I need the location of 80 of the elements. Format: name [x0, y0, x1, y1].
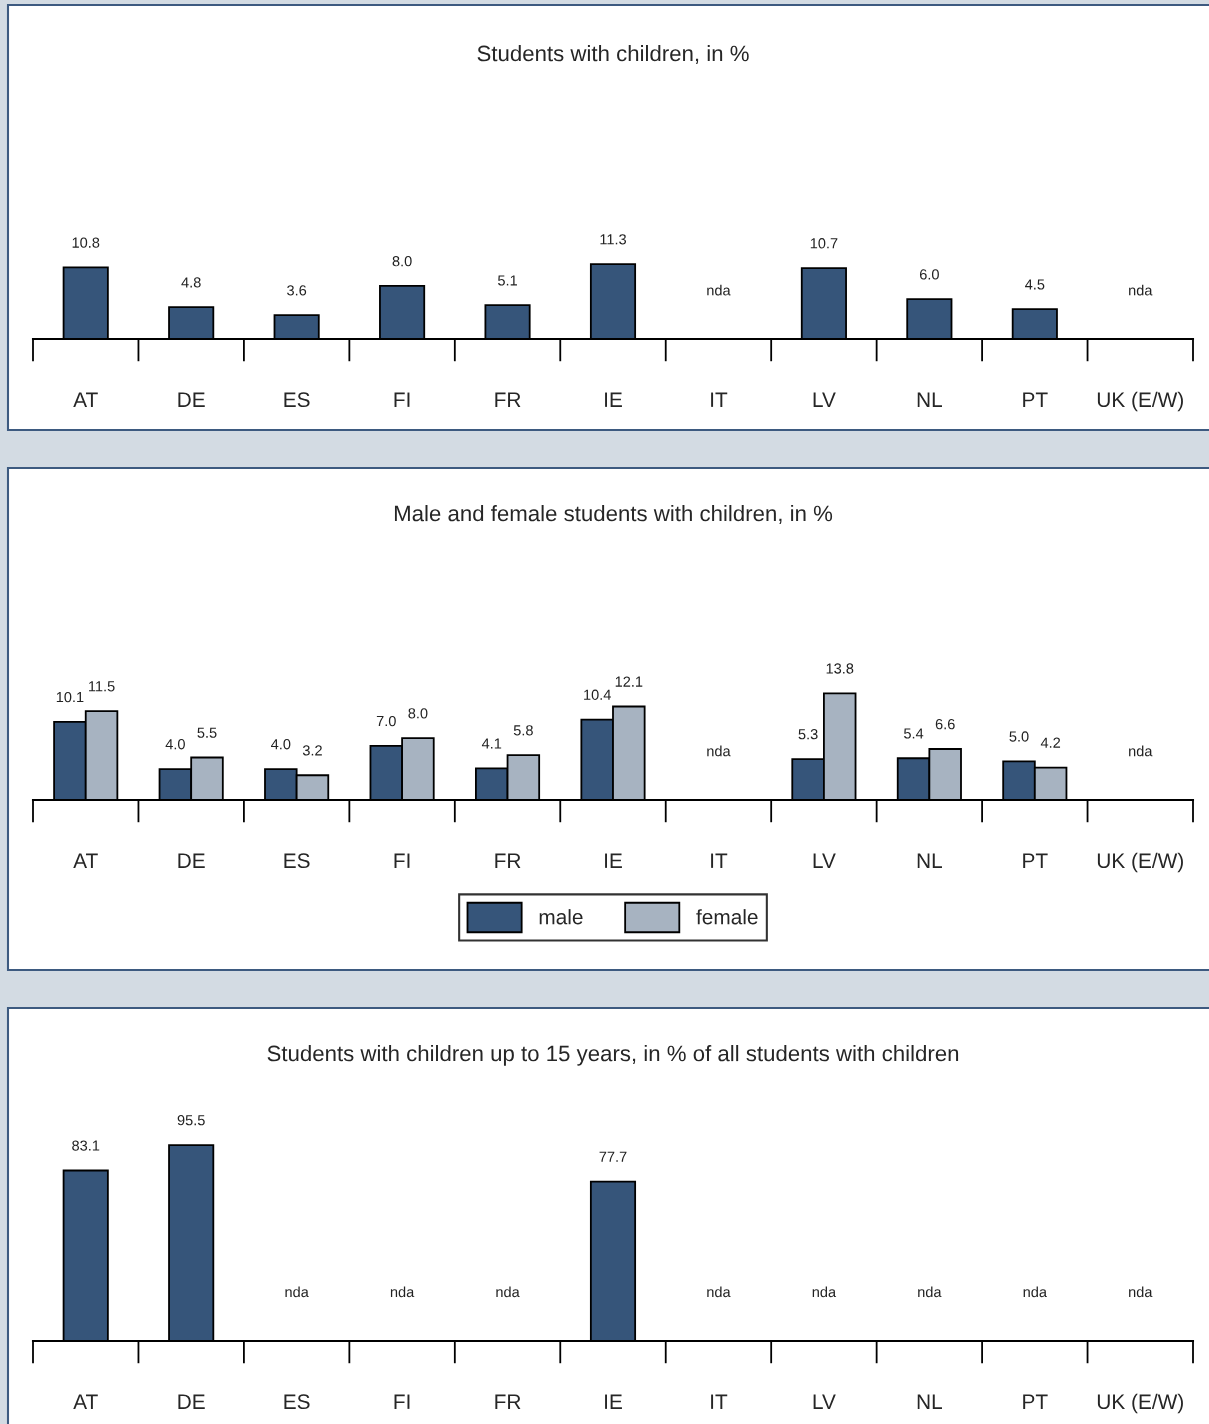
data-label: 10.7: [810, 238, 838, 249]
x-tick-label: PT: [1023, 853, 1048, 868]
data-label: 13.8: [826, 663, 854, 674]
text: nda: [1129, 745, 1153, 757]
text: nda: [1129, 284, 1153, 296]
x-tick-label: NL: [917, 1394, 942, 1409]
x-tick-label: IT: [711, 1394, 728, 1409]
chart-title: Students with children, in %: [477, 45, 749, 64]
x-tick-label: ES: [284, 392, 310, 408]
x-tick-label: DE: [178, 1394, 205, 1409]
x-tick-label: LV: [813, 392, 836, 407]
data-label: 5.1: [497, 275, 517, 286]
data-label: 12.1: [615, 676, 643, 687]
text: nda: [812, 1286, 837, 1298]
text: nda: [707, 745, 731, 757]
data-label: 3.6: [287, 285, 307, 296]
data-label: 11.3: [600, 234, 627, 245]
data-label: 5.5: [197, 727, 217, 738]
x-tick-label: ES: [284, 1394, 310, 1410]
data-label: 5.4: [903, 728, 924, 739]
data-label: 83.1: [72, 1140, 100, 1151]
data-label: 8.0: [408, 708, 428, 719]
data-label: 7.0: [376, 715, 396, 727]
x-tick-label: FR: [495, 392, 521, 407]
data-label: 5.0: [1009, 731, 1029, 742]
data-label: 4.8: [181, 277, 201, 288]
x-tick-label: LV: [813, 853, 836, 868]
data-label: 6.6: [935, 718, 955, 730]
x-tick-label: AT: [73, 392, 98, 407]
data-label: 5.8: [513, 725, 533, 736]
data-label: 10.4: [584, 689, 611, 700]
data-label: 10.1: [56, 691, 84, 703]
x-tick-label: UK (E/W): [1097, 1393, 1183, 1414]
data-label: 6.0: [919, 269, 939, 280]
text: nda: [496, 1286, 520, 1298]
x-tick-label: IE: [605, 1394, 622, 1409]
x-tick-label: AT: [73, 853, 98, 868]
x-tick-label: PT: [1023, 392, 1048, 407]
text: nda: [707, 1286, 731, 1298]
text: nda: [390, 1286, 415, 1298]
chart-title: Male and female students with children, in %: [394, 505, 833, 524]
x-tick-label: IE: [605, 392, 622, 407]
x-tick-label: FI: [394, 392, 410, 407]
data-label: 8.0: [392, 256, 412, 267]
text: nda: [285, 1286, 309, 1298]
text: nda: [1129, 1286, 1153, 1298]
x-tick-label: FI: [394, 853, 410, 868]
x-tick-label: LV: [813, 1394, 836, 1409]
data-label: 11.5: [89, 681, 115, 692]
x-tick-label: DE: [178, 392, 205, 407]
x-tick-label: PT: [1023, 1394, 1048, 1409]
data-label: 4.5: [1025, 279, 1045, 290]
x-tick-label: NL: [917, 853, 942, 868]
legend-label: female: [696, 909, 758, 925]
text: nda: [1023, 1286, 1047, 1298]
data-label: 4.0: [271, 739, 291, 750]
x-tick-label: IT: [711, 392, 728, 407]
x-tick-label: NL: [917, 392, 942, 407]
x-tick-label: FR: [495, 853, 521, 868]
data-label: 10.8: [72, 237, 100, 248]
data-label: 4.2: [1040, 737, 1061, 748]
x-tick-label: IT: [711, 853, 728, 868]
text: nda: [707, 284, 731, 296]
x-tick-label: ES: [284, 853, 310, 869]
x-tick-label: IE: [605, 853, 622, 868]
x-tick-label: DE: [178, 853, 205, 868]
legend-label: male: [539, 909, 583, 925]
chart-title: Students with children up to 15 years, in % of all students with children: [267, 1045, 959, 1066]
data-label: 4.1: [481, 738, 502, 749]
data-label: 95.5: [177, 1114, 205, 1126]
x-tick-label: FR: [495, 1394, 521, 1409]
x-tick-label: UK (E/W): [1097, 852, 1183, 873]
x-tick-label: UK (E/W): [1097, 391, 1183, 412]
x-tick-label: FI: [394, 1394, 410, 1409]
data-label: 4.0: [165, 739, 185, 750]
text: nda: [918, 1286, 942, 1298]
x-tick-label: AT: [73, 1394, 98, 1409]
data-label: 3.2: [302, 745, 322, 756]
data-label: 77.7: [599, 1151, 627, 1162]
data-label: 5.3: [798, 729, 818, 740]
